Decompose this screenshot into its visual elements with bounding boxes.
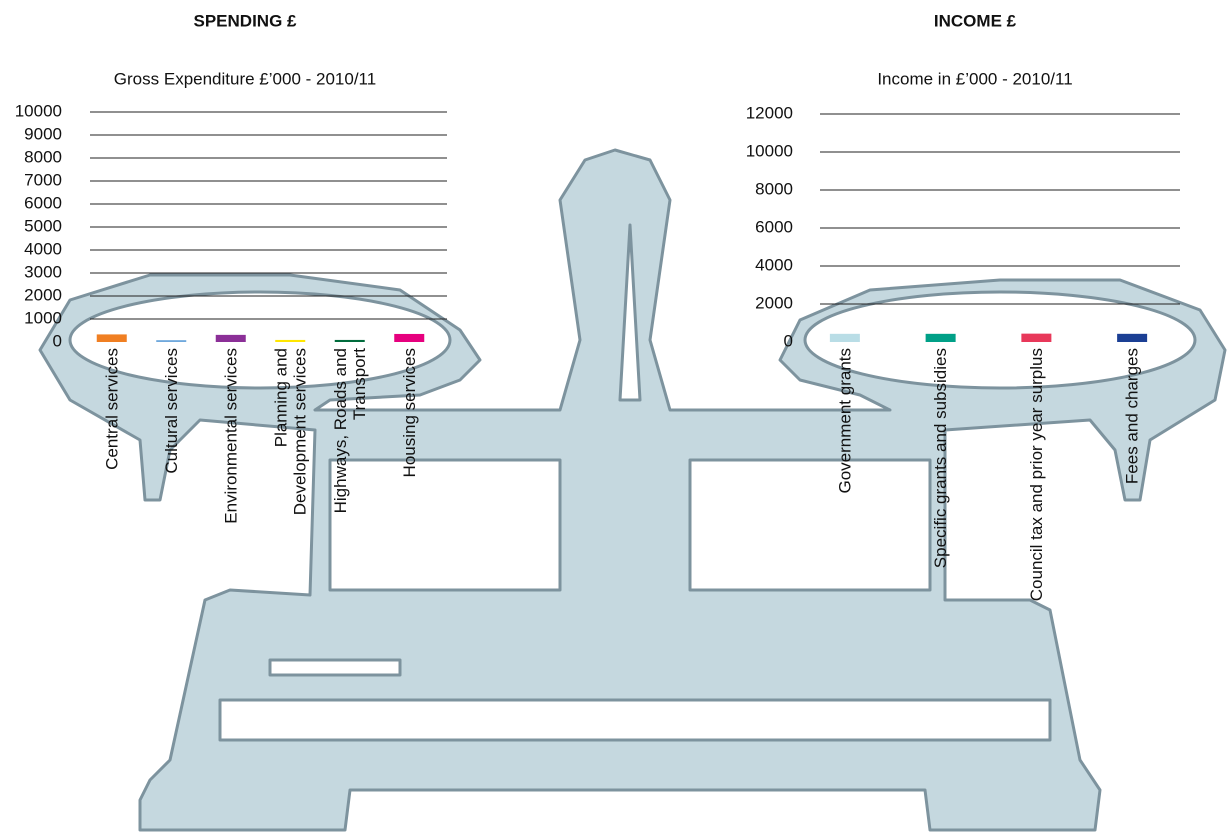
page: SPENDING £ Gross Expenditure £’000 - 2010… (0, 0, 1229, 835)
bar (156, 340, 186, 342)
y-tick-label: 6000 (24, 193, 62, 212)
x-tick-label: Government grants (835, 348, 854, 678)
bar (335, 340, 365, 342)
x-tick-label: Environmental services (221, 348, 240, 548)
y-tick-label: 10000 (746, 141, 793, 160)
bar (1021, 334, 1051, 342)
x-tick-label: Fees and charges (1123, 348, 1142, 678)
y-tick-label: 5000 (24, 216, 62, 235)
chart-title: Income in £’000 - 2010/11 (877, 69, 1072, 88)
bar (394, 334, 424, 342)
bar (216, 335, 246, 342)
y-tick-label: 8000 (755, 179, 793, 198)
bar (830, 334, 860, 342)
y-tick-label: 6000 (755, 217, 793, 236)
y-tick-label: 4000 (24, 239, 62, 258)
y-tick-label: 0 (53, 331, 62, 350)
y-tick-label: 7000 (24, 170, 62, 189)
x-tick-label: Housing services (400, 348, 419, 548)
y-tick-label: 10000 (15, 101, 62, 120)
bar (275, 340, 305, 342)
y-tick-label: 3000 (24, 262, 62, 281)
y-tick-label: 2000 (24, 285, 62, 304)
x-tick-label: Planning and Development services (271, 348, 309, 548)
y-tick-label: 2000 (755, 293, 793, 312)
x-tick-label: Council tax and prior year surplus (1027, 348, 1046, 678)
bar (1117, 334, 1147, 342)
y-tick-label: 4000 (755, 255, 793, 274)
y-tick-label: 8000 (24, 147, 62, 166)
x-tick-label: Highways, Roads and Transport (331, 348, 369, 548)
bar (926, 334, 956, 342)
heading: SPENDING £ (194, 11, 298, 30)
y-tick-label: 1000 (24, 308, 62, 327)
y-tick-label: 9000 (24, 124, 62, 143)
y-tick-label: 12000 (746, 103, 793, 122)
x-tick-label: Specific grants and subsidies (931, 348, 950, 678)
y-tick-label: 0 (784, 331, 793, 350)
x-tick-label: Central services (102, 348, 121, 548)
x-tick-label: Cultural services (162, 348, 181, 548)
chart-title: Gross Expenditure £’000 - 2010/11 (114, 69, 376, 88)
bar (97, 334, 127, 342)
scale-illustration (40, 150, 1225, 830)
heading: INCOME £ (934, 11, 1017, 30)
